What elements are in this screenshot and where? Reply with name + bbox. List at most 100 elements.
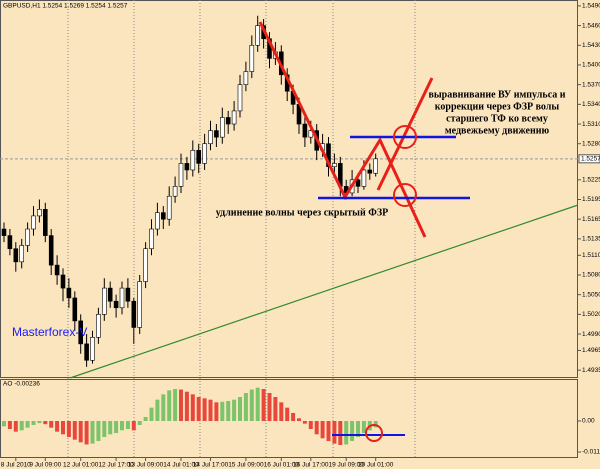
ao-bar bbox=[279, 402, 284, 421]
ao-bar bbox=[285, 407, 290, 421]
y-tick-label: 1.5195 bbox=[582, 196, 600, 203]
y-tick-label: 1.5135 bbox=[582, 236, 600, 243]
candle-body bbox=[249, 44, 255, 72]
ao-bar bbox=[96, 420, 101, 441]
ao-bar bbox=[220, 401, 225, 421]
candle-body bbox=[78, 320, 83, 345]
watermark: Masterforex-V bbox=[12, 325, 87, 339]
ao-bar bbox=[179, 389, 183, 421]
ao-bar bbox=[308, 420, 313, 429]
ao-bar bbox=[232, 399, 237, 421]
annotation-line: коррекции через ФЗР волы bbox=[435, 101, 560, 112]
candle-body bbox=[60, 274, 66, 289]
y-tick-label: 1.5340 bbox=[582, 101, 600, 108]
candle-body bbox=[243, 71, 249, 85]
ao-bar bbox=[291, 413, 296, 421]
ao-bar bbox=[143, 417, 148, 421]
ao-bar bbox=[19, 420, 24, 431]
ao-bar bbox=[84, 420, 89, 445]
ao-bar bbox=[297, 418, 301, 421]
ao-bar bbox=[108, 420, 113, 435]
x-tick-label: 9 Jul 09:00 bbox=[29, 462, 61, 469]
symbol-info: GBPUSD,H1 1.5254 1.5269 1.5254 1.5257 bbox=[3, 3, 128, 10]
ao-frame bbox=[0, 379, 578, 458]
ao-bar bbox=[273, 397, 278, 421]
candle-body bbox=[31, 215, 36, 230]
candle-body bbox=[178, 163, 184, 187]
y-tick-label: 1.5460 bbox=[582, 22, 600, 29]
marker-circle bbox=[393, 183, 417, 207]
ao-bar bbox=[167, 390, 172, 421]
x-tick-label: 13 Jul 09:00 bbox=[128, 462, 164, 469]
annotation-line: медвежьему движению bbox=[445, 125, 550, 136]
candle-body bbox=[155, 212, 160, 230]
candle-body bbox=[96, 314, 101, 338]
x-tick-label: 14 Jul 01:00 bbox=[163, 462, 199, 469]
candle-body bbox=[208, 130, 213, 145]
ao-bar bbox=[66, 420, 71, 437]
ao-bar bbox=[302, 420, 307, 424]
candle-body bbox=[326, 143, 331, 167]
ao-bar bbox=[344, 420, 349, 445]
candle-body bbox=[137, 281, 142, 328]
y-tick-label: 1.4935 bbox=[582, 367, 600, 374]
candle-body bbox=[161, 212, 166, 220]
y-tick-label: -0.01164 bbox=[582, 449, 600, 456]
indicator-label: AO -0.00236 bbox=[3, 381, 40, 388]
candle-body bbox=[373, 158, 379, 174]
candle-body bbox=[237, 84, 243, 112]
ao-bar bbox=[61, 420, 65, 435]
y-tick-label: 1.5050 bbox=[582, 291, 600, 298]
y-tick-label: 1.5280 bbox=[582, 140, 600, 147]
candle-body bbox=[166, 195, 172, 220]
candle-body bbox=[48, 235, 54, 266]
ao-bar bbox=[243, 393, 248, 421]
ao-bar bbox=[13, 420, 18, 432]
ao-bar bbox=[326, 420, 331, 441]
candle-body bbox=[107, 287, 113, 302]
y-tick-label: 1.5165 bbox=[582, 216, 600, 223]
x-tick-label: 12 Jul 01:00 bbox=[63, 462, 99, 469]
candle-body bbox=[367, 169, 373, 174]
ao-bar bbox=[173, 389, 178, 421]
ao-bar bbox=[149, 407, 154, 421]
candle-body bbox=[184, 163, 190, 171]
ao-bar bbox=[350, 420, 355, 441]
candle-body bbox=[119, 287, 125, 309]
candle-body bbox=[196, 149, 201, 164]
current-price-label: 1.5257 bbox=[581, 156, 600, 163]
x-tick-label: 16 Jul 01:00 bbox=[264, 462, 300, 469]
ao-bar bbox=[102, 420, 107, 437]
marker-circle bbox=[365, 424, 383, 442]
ao-bar bbox=[202, 398, 207, 421]
candle-body bbox=[84, 343, 89, 361]
ao-bar bbox=[7, 420, 12, 429]
wave-line bbox=[258, 21, 427, 238]
candle-body bbox=[90, 337, 95, 361]
candle-body bbox=[7, 235, 13, 250]
annotation: выравнивание ВУ импульса и коррекции чер… bbox=[216, 89, 566, 218]
ao-bar bbox=[37, 420, 42, 424]
x-tick-label: 14 Jul 17:00 bbox=[193, 462, 229, 469]
candle-body bbox=[13, 248, 19, 263]
drawings bbox=[258, 21, 470, 442]
ao-bar bbox=[184, 391, 189, 421]
ao-bar bbox=[155, 399, 160, 421]
ao-bar bbox=[314, 420, 319, 435]
ao-bar bbox=[190, 394, 195, 421]
ao-bar bbox=[125, 420, 130, 429]
candle-body bbox=[361, 169, 367, 187]
ao-bar bbox=[226, 401, 231, 421]
x-tick-label: 20 Jul 01:00 bbox=[358, 462, 394, 469]
candle-body bbox=[102, 287, 107, 315]
ao-bar bbox=[120, 420, 124, 431]
y-tick-label: 1.5400 bbox=[582, 62, 600, 69]
candle-body bbox=[255, 25, 260, 46]
candle-body bbox=[202, 143, 207, 164]
ao-bar bbox=[261, 389, 266, 421]
y-tick-label: 1.5020 bbox=[582, 311, 600, 318]
candle-body bbox=[25, 228, 30, 246]
ao-bar bbox=[338, 420, 343, 445]
trend-line bbox=[69, 204, 579, 379]
